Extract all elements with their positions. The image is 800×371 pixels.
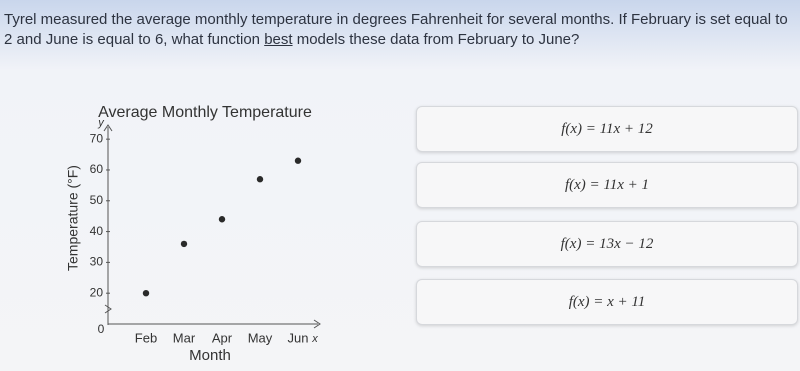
point: [294, 157, 302, 164]
y-tick-label: 60: [90, 162, 104, 176]
axis-arrow: [103, 124, 113, 132]
x-axis-label: Month: [189, 347, 231, 364]
point: [180, 240, 188, 248]
x-tick-label: Feb: [135, 330, 157, 345]
answer-choice[interactable]: f(x) = 11x + 12: [416, 106, 798, 152]
point: [142, 289, 150, 297]
chart: Average Monthly Temperature Month Temper…: [65, 104, 321, 364]
question-text: models these data from February to June?: [292, 31, 580, 48]
emphasis: best: [264, 31, 293, 48]
x-tick-label: Jun: [288, 330, 309, 345]
y-tick-label: 20: [90, 285, 104, 299]
axis-letter: x: [311, 333, 318, 345]
x-tick-label: Mar: [173, 330, 196, 345]
axis-arrow: [313, 319, 321, 329]
answer-choice[interactable]: f(x) = 11x + 1: [416, 162, 798, 208]
y-tick-label: 70: [90, 131, 104, 145]
axis-break: [104, 304, 112, 314]
point: [256, 176, 264, 183]
answer-choice[interactable]: f(x) = x + 11: [416, 279, 798, 325]
point: [218, 216, 226, 223]
y-tick-label: 40: [90, 224, 104, 238]
x-tick-label: May: [248, 330, 273, 345]
question: Tyrel measured the average monthly tempe…: [4, 10, 800, 50]
y-axis-label: Temperature (°F): [65, 165, 81, 271]
axis-letter: y: [97, 117, 105, 129]
y-tick-label: 30: [90, 255, 104, 269]
y-tick-label: 50: [90, 193, 104, 207]
x-tick-label: Apr: [212, 330, 233, 345]
answer-choice[interactable]: f(x) = 13x − 12: [416, 221, 798, 267]
origin-label: 0: [98, 322, 105, 336]
chart-title: Average Monthly Temperature: [98, 104, 312, 121]
question-text: Tyrel measured the average monthly tempe…: [4, 11, 788, 48]
